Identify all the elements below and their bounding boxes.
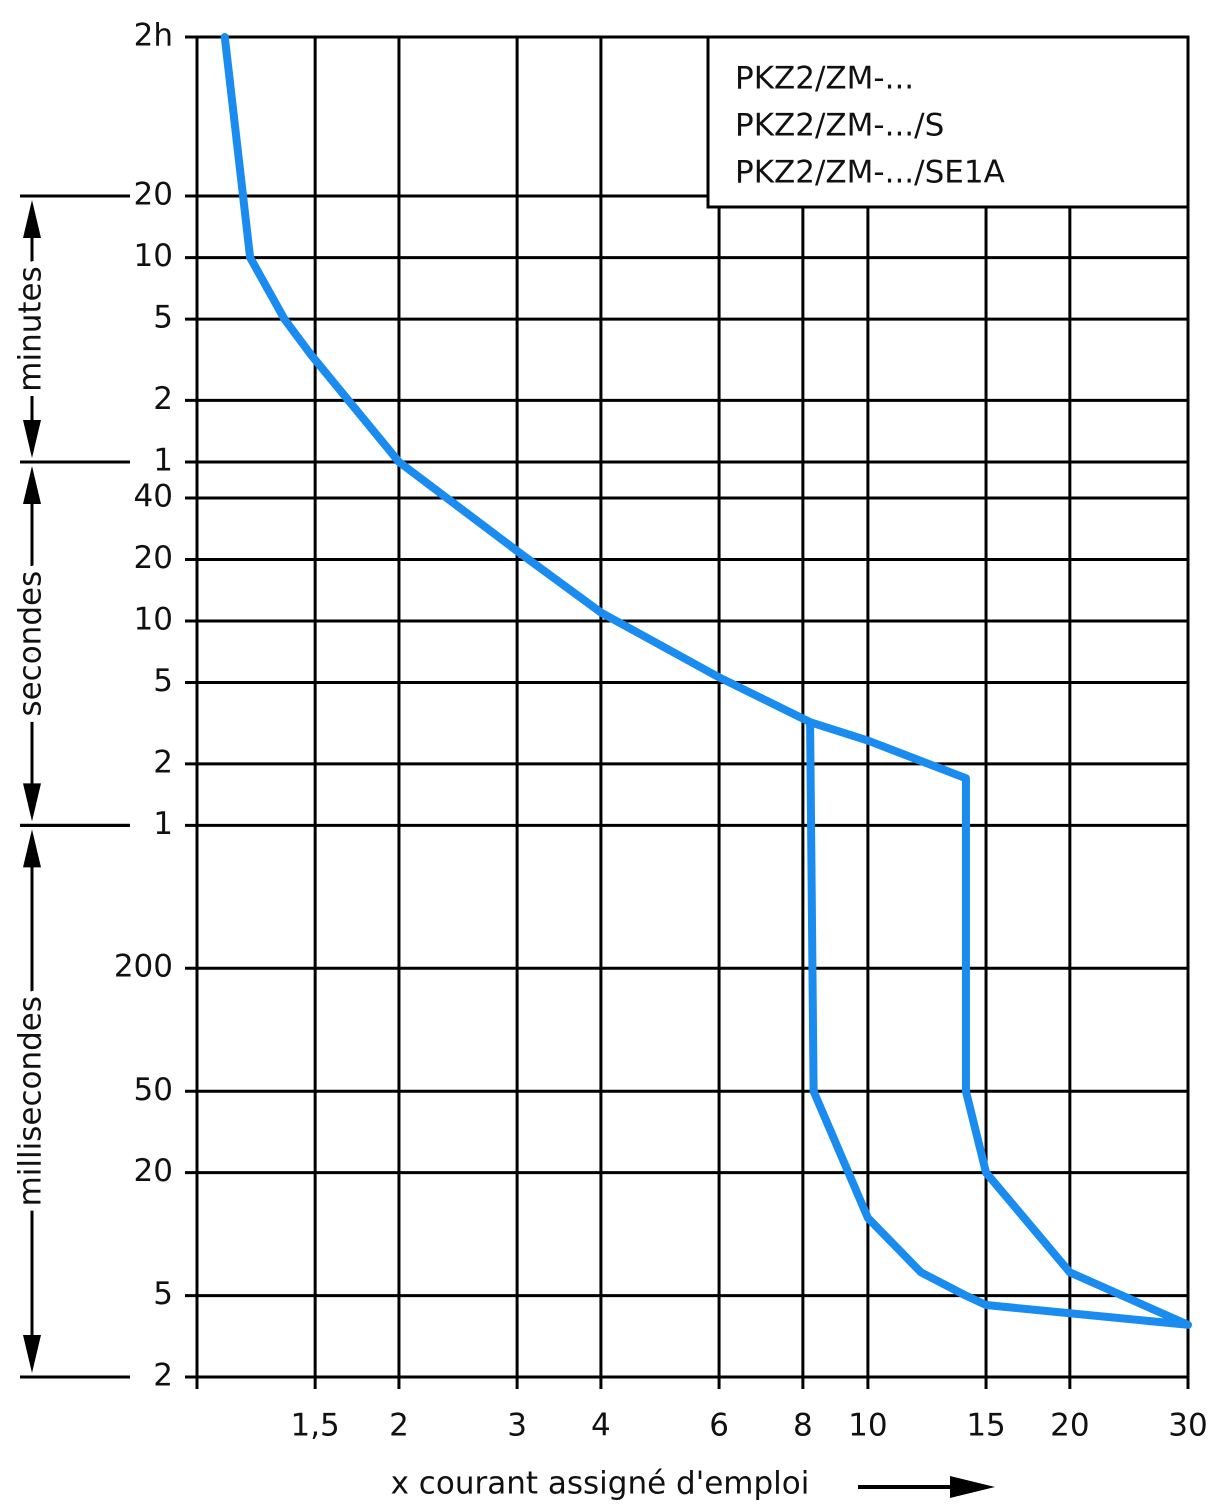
y-tick-label: 20 bbox=[134, 1153, 173, 1189]
section-label: minutes bbox=[13, 266, 49, 391]
plot-area bbox=[220, 33, 1192, 1329]
y-tick-label: 5 bbox=[153, 663, 173, 699]
y-tick-label: 5 bbox=[153, 300, 173, 336]
legend-box bbox=[706, 35, 1190, 209]
x-tick-label: 4 bbox=[591, 1408, 611, 1444]
y-tick-label: 200 bbox=[114, 949, 173, 985]
x-tick-label: 15 bbox=[966, 1408, 1005, 1444]
x-tick-label: 3 bbox=[507, 1408, 527, 1444]
y-tick-label: 40 bbox=[134, 478, 173, 514]
x-tick-label: 30 bbox=[1168, 1408, 1207, 1444]
x-axis-label: x courant assigné d'emploi bbox=[391, 1466, 810, 1502]
y-tick-label: 5 bbox=[153, 1276, 173, 1312]
arrowhead bbox=[23, 200, 41, 239]
legend-text: PKZ2/ZM-.../SE1A bbox=[735, 155, 1005, 191]
section-label: millisecondes bbox=[13, 996, 49, 1206]
x-tick-label: 20 bbox=[1050, 1408, 1089, 1444]
y-tick-label: 2 bbox=[153, 744, 173, 780]
section-label: secondes bbox=[13, 571, 49, 717]
legend-text: PKZ2/ZM-... bbox=[735, 61, 914, 97]
y-tick-label: 2 bbox=[153, 1358, 173, 1394]
y-tick-label: 10 bbox=[134, 238, 173, 274]
y-tick-label: 2h bbox=[134, 18, 173, 54]
y-tick-label: 1 bbox=[153, 442, 173, 478]
arrowhead bbox=[23, 419, 41, 458]
curve bbox=[220, 33, 1192, 1329]
x-axis-arrowhead bbox=[950, 1476, 995, 1498]
y-tick-label: 1 bbox=[153, 806, 173, 842]
arrowhead bbox=[23, 783, 41, 822]
y-tick-label: 20 bbox=[134, 177, 173, 213]
arrowhead bbox=[23, 829, 41, 868]
y-tick-label: 50 bbox=[134, 1072, 173, 1108]
legend-text: PKZ2/ZM-.../S bbox=[735, 108, 944, 144]
x-tick-label: 1,5 bbox=[290, 1408, 339, 1444]
x-tick-label: 10 bbox=[848, 1408, 887, 1444]
x-tick-label: 6 bbox=[709, 1408, 729, 1444]
x-tick-label: 8 bbox=[793, 1408, 813, 1444]
arrowhead bbox=[23, 465, 41, 504]
y-tick-label: 10 bbox=[134, 601, 173, 637]
legend: PKZ2/ZM-... PKZ2/ZM-.../S PKZ2/ZM-.../SE1A bbox=[706, 35, 1190, 209]
x-tick-label: 2 bbox=[389, 1408, 409, 1444]
y-tick-label: 2 bbox=[153, 381, 173, 417]
y-tick-label: 20 bbox=[134, 540, 173, 576]
arrowhead bbox=[23, 1335, 41, 1373]
